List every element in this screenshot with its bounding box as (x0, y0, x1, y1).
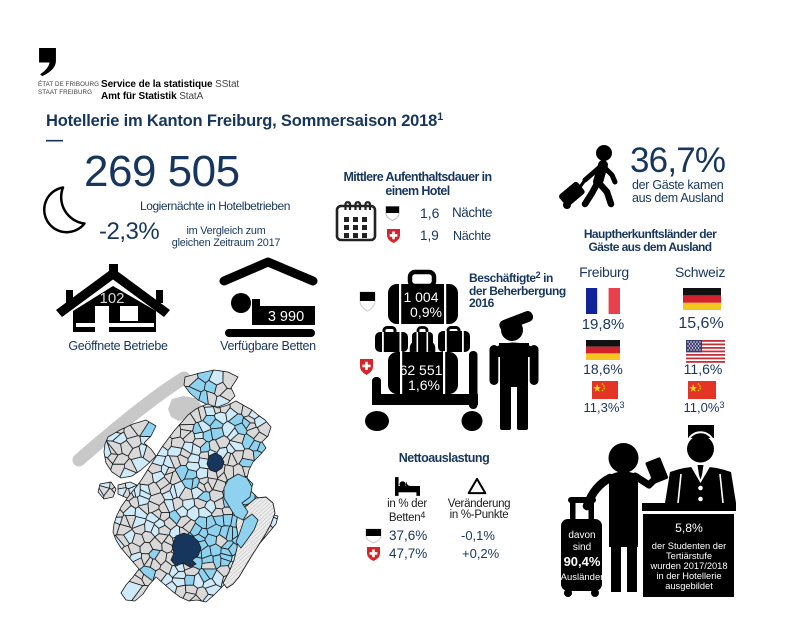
svg-text:90,4%: 90,4% (564, 554, 601, 569)
svg-text:1,6%: 1,6% (408, 377, 440, 393)
svg-text:wurden 2017/2018: wurden 2017/2018 (649, 561, 727, 571)
svg-text:Ausländer: Ausländer (561, 572, 604, 583)
svg-text:5,8%: 5,8% (675, 521, 703, 535)
svg-text:0,9%: 0,9% (410, 304, 442, 320)
svg-text:3 990: 3 990 (268, 309, 304, 325)
svg-text:in der Hotellerie: in der Hotellerie (656, 571, 721, 581)
svg-text:davon: davon (568, 530, 595, 541)
svg-text:ausgebildet: ausgebildet (665, 581, 713, 591)
svg-text:62 551: 62 551 (400, 362, 443, 378)
svg-text:sind: sind (573, 542, 591, 553)
svg-text:der Studenten der: der Studenten der (652, 541, 726, 551)
svg-text:1 004: 1 004 (403, 289, 438, 305)
svg-text:Tertiärstufe: Tertiärstufe (666, 551, 712, 561)
svg-text:102: 102 (99, 290, 124, 307)
